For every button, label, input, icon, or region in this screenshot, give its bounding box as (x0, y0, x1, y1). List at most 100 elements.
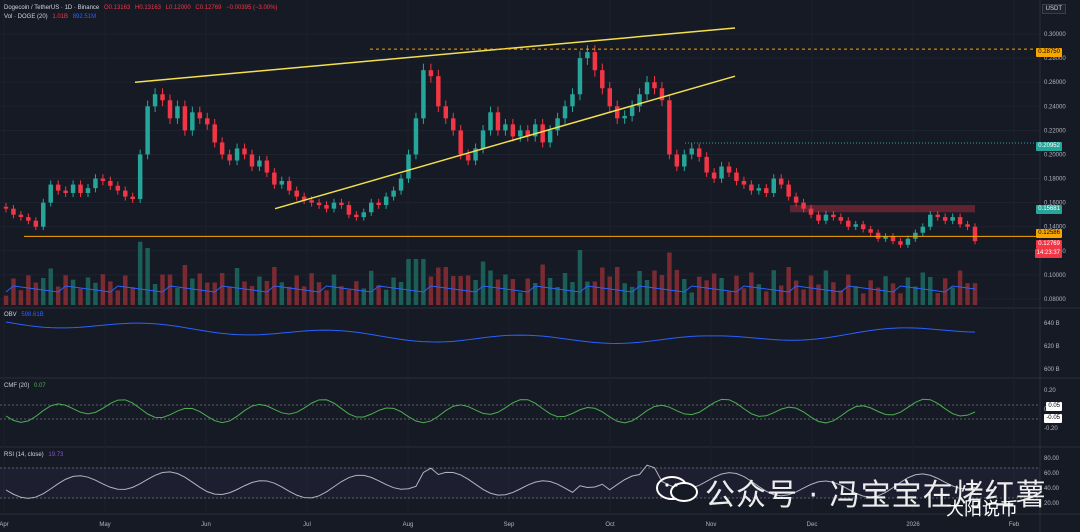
currency-button[interactable]: USDT (1041, 4, 1066, 14)
candle-body (756, 188, 762, 191)
volume-bar (234, 268, 240, 305)
candle-body (421, 70, 426, 119)
candle-body (145, 106, 150, 155)
volume-bar (242, 281, 247, 305)
volume-bar (227, 286, 232, 305)
candle-body (711, 172, 717, 179)
candle-body (309, 200, 314, 203)
volume-bar (771, 270, 776, 305)
volume-bar (928, 277, 933, 305)
time-tick-label: Dec (807, 522, 818, 528)
volume-bar (577, 250, 583, 305)
volume-bar (309, 273, 314, 305)
volume-bar (808, 275, 814, 305)
price-tick-label: 0.28000 (1044, 56, 1066, 62)
volume-bar (778, 285, 784, 305)
volume-header: Vol · DOGE (20) 1.01B 892.51M (4, 13, 99, 22)
volume-bar (898, 293, 903, 305)
candle-body (473, 148, 478, 161)
candle-body (913, 232, 918, 239)
volume-bar (398, 282, 404, 305)
candle-body (749, 184, 754, 191)
volume-bar (749, 272, 754, 305)
symbol-title[interactable]: Dogecoin / TetherUS · 1D · Binance (4, 5, 100, 11)
candle-body (391, 190, 396, 197)
volume-bar (376, 285, 381, 305)
candle-body (190, 112, 195, 131)
candle-body (339, 202, 344, 206)
low-value: L0.12000 (165, 5, 191, 11)
volume-bar (78, 288, 83, 305)
volume-bar (354, 281, 359, 305)
rsi-label[interactable]: RSI (14, close) (4, 452, 44, 458)
volume-bar (212, 282, 217, 305)
volume-ma-value: 892.51M (72, 14, 97, 20)
candle-body (555, 118, 560, 131)
volume-bar (324, 290, 329, 305)
candle-body (547, 130, 553, 143)
cmf-label[interactable]: CMF (20) (4, 383, 30, 389)
candle-body (346, 205, 352, 215)
candle-body (622, 115, 627, 119)
candle-body (816, 214, 821, 221)
volume-bar (540, 264, 545, 305)
candle-body (26, 217, 31, 221)
volume-bar (465, 275, 471, 305)
candle-body (100, 178, 106, 181)
volume-bar (175, 288, 180, 305)
close-value: C0.12769 (195, 5, 222, 11)
volume-bar (495, 279, 501, 305)
volume-bar (860, 293, 866, 305)
obv-label[interactable]: OBV (4, 312, 17, 318)
volume-bar (137, 241, 143, 305)
candle-body (942, 217, 948, 221)
candle-body (793, 196, 799, 203)
candle-body (674, 154, 680, 167)
price-tag-high: 0.28750 (1036, 48, 1062, 57)
volume-label[interactable]: Vol · DOGE (20) (4, 14, 48, 20)
price-tag-resistance: 0.15681 (1036, 205, 1062, 214)
volume-bar (734, 275, 739, 305)
candle-body (525, 130, 531, 137)
candle-body (689, 148, 694, 155)
candle-body (480, 130, 486, 149)
candle-body (577, 58, 583, 95)
candle-body (562, 106, 568, 119)
volume-bar (950, 287, 955, 305)
candle-body (443, 106, 449, 119)
candle-body (264, 160, 270, 173)
candle-body (972, 226, 978, 242)
volume-bar (972, 283, 978, 305)
price-tick-label: 0.24000 (1044, 104, 1066, 110)
volume-bar (756, 284, 762, 305)
rsi-tick-label: 20.00 (1044, 501, 1060, 507)
volume-bar (644, 280, 650, 305)
candle-body (287, 180, 292, 191)
candle-body (55, 184, 61, 191)
candle-body (719, 166, 724, 179)
volume-bar (339, 286, 344, 305)
volume-bar (18, 290, 24, 305)
volume-bar (555, 287, 560, 305)
volume-bar (100, 274, 106, 305)
volume-bar (436, 267, 441, 305)
wedge-lower-line (274, 75, 736, 210)
candle-body (227, 154, 232, 161)
candle-body (182, 106, 188, 131)
candle-body (108, 180, 113, 186)
candle-body (160, 94, 165, 101)
volume-bar (816, 284, 821, 305)
candle-body (734, 172, 739, 181)
rsi-value: 19.73 (48, 452, 64, 458)
candle-body (465, 154, 471, 161)
high-value: H0.13163 (134, 5, 162, 11)
volume-bar (190, 278, 195, 305)
volume-bar (480, 261, 486, 305)
volume-bar (406, 259, 411, 305)
volume-bar (26, 275, 31, 305)
rsi-tick-label: 40.00 (1044, 486, 1060, 492)
price-tag-support: 0.12586 (1036, 229, 1062, 238)
candle-body (920, 226, 926, 233)
rsi-tick-label: 60.00 (1044, 471, 1060, 477)
